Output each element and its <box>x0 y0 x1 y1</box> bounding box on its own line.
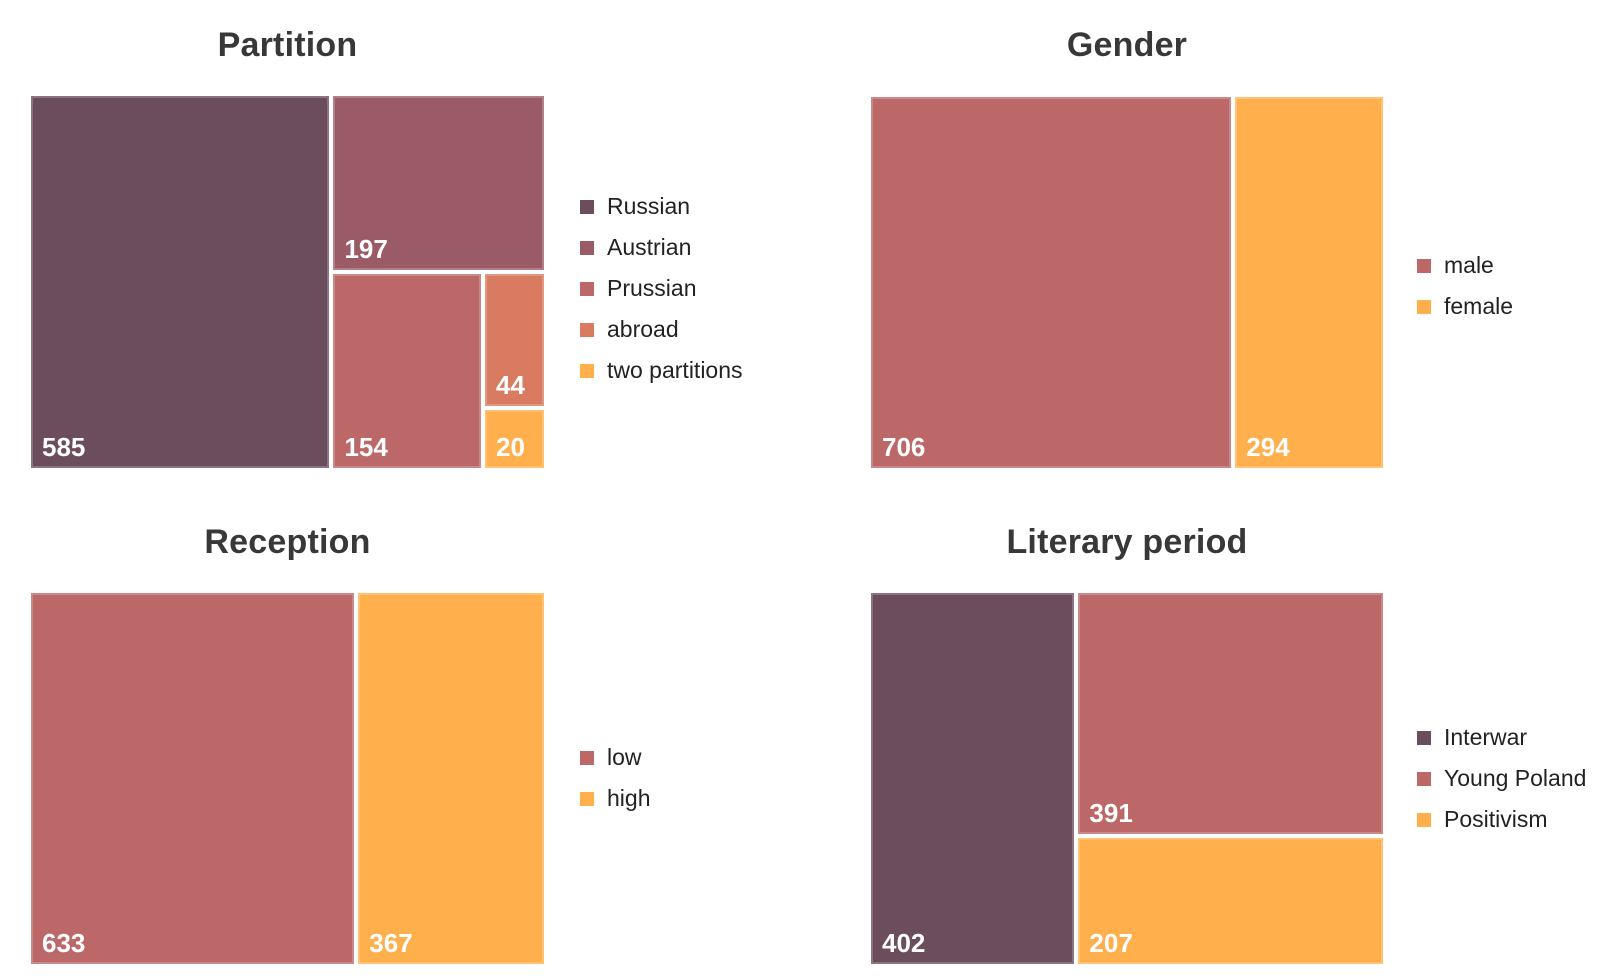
legend-item-russian: Russian <box>580 186 743 227</box>
tile-value-label-male: 706 <box>882 432 926 462</box>
tile-value-label-high: 367 <box>369 928 413 958</box>
tile-value-label-young-poland: 391 <box>1089 798 1133 829</box>
treemap-tile-two-partitions: 20 <box>485 410 544 468</box>
legend-swatch-icon-male <box>1417 258 1431 273</box>
treemap-tile-abroad: 44 <box>485 274 544 407</box>
legend-item-low: low <box>580 737 650 778</box>
treemap-literary-period: 402 391 207 <box>869 591 1385 966</box>
tile-value-label-interwar: 402 <box>882 928 926 958</box>
legend-label-high: high <box>607 785 651 811</box>
tile-value-label-two-partitions: 20 <box>496 431 525 462</box>
legend-gender: male female <box>1417 245 1513 327</box>
treemap-tile-young-poland: 391 <box>1078 593 1383 835</box>
legend-item-austrian: Austrian <box>580 227 743 268</box>
legend-swatch-icon-two-partitions <box>580 363 594 378</box>
tile-value-label-female: 294 <box>1246 432 1290 462</box>
chart-title-literary-period: Literary period <box>1006 523 1248 561</box>
legend-item-two-partitions: two partitions <box>580 350 743 391</box>
legend-swatch-icon-prussian <box>580 281 594 296</box>
legend-label-abroad: abroad <box>607 316 679 342</box>
legend-swatch-icon-russian <box>580 199 594 214</box>
legend-label-russian: Russian <box>607 193 691 219</box>
tile-value-label-russian: 585 <box>42 432 86 462</box>
legend-item-female: female <box>1417 286 1513 327</box>
chart-title-reception: Reception <box>204 523 371 561</box>
legend-swatch-icon-young-poland <box>1417 771 1431 786</box>
treemap-tile-russian: 585 <box>31 96 330 468</box>
legend-partition: Russian Austrian Prussian abroad two partiti… <box>580 186 743 391</box>
treemap-gender: 706 294 <box>869 95 1385 470</box>
legend-label-young-poland: Young Poland <box>1444 765 1587 791</box>
legend-label-low: low <box>607 744 642 770</box>
legend-swatch-icon-high <box>580 791 594 806</box>
legend-label-prussian: Prussian <box>607 275 697 301</box>
legend-item-abroad: abroad <box>580 309 743 350</box>
tile-value-label-prussian: 154 <box>344 431 388 462</box>
tile-value-label-low: 633 <box>42 928 86 958</box>
treemap-tile-prussian: 154 <box>333 274 482 468</box>
treemap-partition: 585 197 154 44 20 <box>29 94 546 470</box>
legend-label-interwar: Interwar <box>1444 724 1528 750</box>
tile-value-label-positivism: 207 <box>1089 927 1133 958</box>
chart-title-partition: Partition <box>217 26 358 64</box>
legend-label-positivism: Positivism <box>1444 806 1548 832</box>
treemap-tile-positivism: 207 <box>1078 838 1383 964</box>
treemap-tile-male: 706 <box>871 97 1232 468</box>
legend-label-austrian: Austrian <box>607 234 692 260</box>
legend-label-two-partitions: two partitions <box>607 357 743 383</box>
legend-swatch-icon-abroad <box>580 322 594 337</box>
tile-value-label-austrian: 197 <box>344 234 388 265</box>
treemap-reception: 633 367 <box>29 591 546 966</box>
treemap-tile-high: 367 <box>358 593 544 964</box>
chart-title-gender: Gender <box>1066 26 1188 64</box>
legend-item-interwar: Interwar <box>1417 717 1586 758</box>
legend-label-female: female <box>1444 293 1514 319</box>
legend-item-prussian: Prussian <box>580 268 743 309</box>
legend-swatch-icon-interwar <box>1417 730 1431 745</box>
legend-item-high: high <box>580 778 650 819</box>
legend-item-male: male <box>1417 245 1513 286</box>
legend-label-male: male <box>1444 252 1494 278</box>
legend-reception: low high <box>580 737 650 819</box>
treemap-tile-austrian: 197 <box>333 96 544 271</box>
legend-swatch-icon-positivism <box>1417 812 1431 827</box>
legend-item-positivism: Positivism <box>1417 799 1586 840</box>
treemap-tile-female: 294 <box>1235 97 1383 468</box>
legend-literary-period: Interwar Young Poland Positivism <box>1417 717 1586 840</box>
legend-item-young-poland: Young Poland <box>1417 758 1586 799</box>
legend-swatch-icon-low <box>580 750 594 765</box>
legend-swatch-icon-female <box>1417 299 1431 314</box>
treemap-tile-interwar: 402 <box>871 593 1075 964</box>
legend-swatch-icon-austrian <box>580 240 594 255</box>
treemap-tile-low: 633 <box>31 593 355 964</box>
tile-value-label-abroad: 44 <box>496 370 525 401</box>
